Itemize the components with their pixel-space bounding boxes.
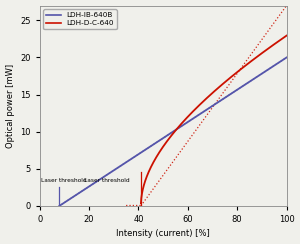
Y-axis label: Optical power [mW]: Optical power [mW]	[6, 64, 15, 148]
Text: Laser threshold: Laser threshold	[41, 178, 86, 183]
Legend: LDH-IB-640B, LDH-D-C-640: LDH-IB-640B, LDH-D-C-640	[43, 9, 117, 29]
X-axis label: Intensity (current) [%]: Intensity (current) [%]	[116, 229, 210, 238]
Text: Laser threshold: Laser threshold	[84, 178, 130, 183]
